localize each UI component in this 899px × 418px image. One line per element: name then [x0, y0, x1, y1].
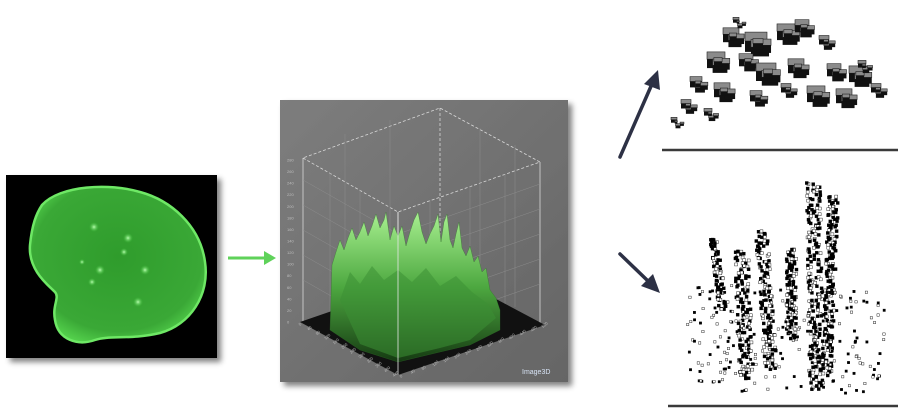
z-tick-label: 260 [287, 169, 294, 174]
y-tick-label: 160 [332, 337, 341, 346]
volume-blob [670, 117, 685, 129]
volume-blob [835, 88, 858, 109]
y-tick-label: 320 [366, 355, 375, 364]
y-tick-label: 360 [374, 360, 383, 369]
volume-blob [848, 65, 873, 87]
surface-plot: 280 260 240 220 200 180 160 140 120 100 80 60 40 20 0 … [287, 107, 550, 379]
z-tick-label: 180 [287, 215, 294, 220]
y-tick-label: 40 [306, 324, 313, 331]
binary-volume-pillars [686, 181, 886, 395]
volume-blob [706, 51, 731, 73]
y-tick-label: 0 [297, 321, 303, 327]
z-tick-label: 40 [287, 296, 292, 301]
green-arrow [228, 251, 276, 265]
nucleus-cell [28, 185, 208, 344]
x-tick-label: 40 [409, 368, 416, 375]
volume-blob [806, 85, 831, 107]
volume-blob [722, 27, 745, 48]
x-tick-label: 520 [540, 320, 549, 329]
z-tick-label: 20 [287, 308, 292, 313]
y-tick-label: 80 [315, 329, 322, 336]
y-tick-label: 200 [340, 341, 349, 350]
z-tick-label: 60 [287, 285, 292, 290]
z-tick-label: 140 [287, 239, 294, 244]
z-tick-label: 220 [287, 192, 294, 197]
y-tick-label: 240 [349, 346, 358, 355]
volume-blob [755, 62, 781, 86]
z-tick-label: 160 [287, 227, 294, 232]
volume-blob [713, 82, 736, 103]
surface-shading [340, 266, 496, 358]
z-tick-label: 240 [287, 181, 294, 186]
z-tick-label: 120 [287, 250, 294, 255]
nucleus-spot [88, 278, 96, 286]
nucleus-outline [28, 185, 208, 344]
arrow-to-bottom-result [618, 252, 660, 293]
x-tick-label: 360 [497, 336, 506, 345]
x-axis-ticks: 0 40 80 120 160 200 240 280 320 360 400 440 480 520 [398, 320, 549, 379]
volume-blob [703, 108, 719, 122]
volume-pillar [754, 229, 778, 371]
y-tick-label: 280 [357, 351, 366, 360]
nucleus-spot [120, 248, 128, 256]
y-tick-label: 400 [383, 365, 392, 374]
arrow-to-top-result [618, 70, 660, 159]
volume-blob [794, 19, 815, 38]
volume-blob [826, 63, 847, 82]
x-tick-label: 320 [486, 339, 495, 348]
y-tick-label: 120 [323, 332, 332, 341]
x-tick-label: 200 [453, 351, 462, 360]
top-result-render [662, 16, 898, 152]
volume-blob [732, 16, 747, 29]
z-tick-label: 200 [287, 204, 294, 209]
bottom-result-render [668, 181, 898, 408]
gray-volume-blobs [670, 16, 888, 129]
y-tick-label: 440 [391, 369, 400, 378]
z-tick-label: 100 [287, 262, 294, 267]
volume-blob [749, 90, 769, 107]
x-tick-label: 0 [398, 373, 404, 379]
volume-blob [689, 76, 709, 93]
volume-blob [818, 35, 836, 50]
volume-pillar [733, 249, 755, 381]
x-tick-label: 480 [530, 324, 539, 333]
nucleus-spot [133, 297, 143, 307]
z-tick-label: 80 [287, 273, 292, 278]
volume-blob [776, 23, 801, 45]
nucleus-spot [123, 233, 133, 243]
x-tick-label: 80 [420, 364, 427, 371]
x-tick-label: 120 [431, 359, 440, 368]
nucleus-spot [79, 259, 85, 265]
x-tick-label: 240 [464, 347, 473, 356]
volume-pillar [709, 237, 728, 311]
volume-pillar [820, 194, 840, 378]
x-tick-label: 400 [508, 332, 517, 341]
volume-blob [738, 53, 759, 72]
plot-watermark: Image3D [522, 369, 550, 376]
volume-blob [857, 60, 873, 74]
z-tick-label: 0 [287, 320, 290, 325]
x-tick-label: 160 [442, 355, 451, 364]
volume-blob [680, 99, 698, 114]
nucleus-spot [95, 265, 105, 275]
nucleus-spot [89, 222, 99, 232]
nucleus-spot [140, 265, 150, 275]
z-tick-label: 280 [287, 158, 294, 163]
volume-blob [780, 83, 798, 98]
volume-blob [744, 31, 772, 57]
x-tick-label: 280 [475, 343, 484, 352]
x-tick-label: 440 [519, 328, 528, 337]
volume-blob [787, 58, 810, 79]
volume-blob [870, 83, 888, 98]
volume-scatter [686, 284, 886, 395]
